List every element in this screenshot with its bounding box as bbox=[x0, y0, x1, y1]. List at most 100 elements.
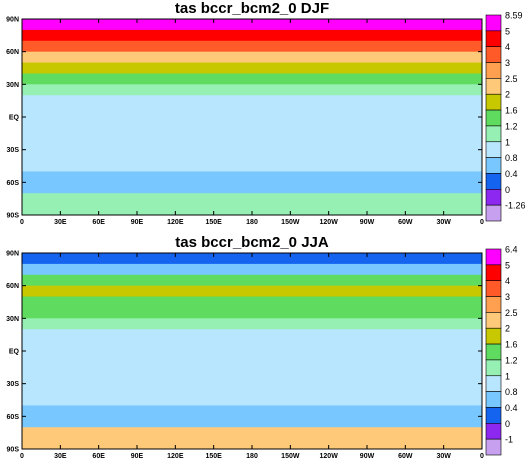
zonal-band bbox=[22, 117, 482, 129]
lon-tick-label: 30E bbox=[54, 219, 67, 226]
colorbar-swatch bbox=[485, 204, 502, 222]
colorbar-swatch bbox=[485, 375, 502, 392]
lon-tick-label: 150W bbox=[281, 219, 300, 226]
lon-tick-label: 60W bbox=[398, 219, 413, 226]
zonal-band bbox=[22, 372, 482, 385]
colorbar-label: 1.2 bbox=[505, 355, 518, 365]
colorbar-label: 6.4 bbox=[505, 245, 518, 255]
lon-tick-label: 0 bbox=[480, 453, 484, 460]
zonal-band bbox=[22, 73, 482, 85]
zonal-band bbox=[22, 127, 482, 140]
zonal-band bbox=[22, 285, 482, 298]
zonal-band bbox=[22, 171, 482, 183]
zonal-band bbox=[22, 296, 482, 308]
zonal-band bbox=[22, 149, 482, 162]
colorbar-swatch bbox=[485, 157, 502, 174]
lon-tick-label: 120W bbox=[320, 453, 339, 460]
colorbar-swatch bbox=[485, 62, 502, 79]
lat-tick-label: 90S bbox=[7, 213, 20, 220]
zonal-band bbox=[22, 84, 482, 96]
zonal-band bbox=[22, 29, 482, 42]
zonal-band bbox=[22, 138, 482, 151]
lon-tick-label: 60E bbox=[92, 219, 105, 226]
colorbar-swatch bbox=[485, 296, 502, 313]
colorbar-label: 0.8 bbox=[505, 387, 518, 397]
colorbar-swatch bbox=[485, 189, 502, 206]
zonal-band bbox=[22, 51, 482, 64]
lon-tick-label: 30W bbox=[436, 219, 451, 226]
colorbar-label: 2.5 bbox=[505, 74, 518, 84]
colorbar-swatch bbox=[485, 173, 502, 190]
colorbar-swatch bbox=[485, 125, 502, 143]
colorbar-label: 0.4 bbox=[505, 403, 518, 413]
colorbar-label: 8.59 bbox=[505, 11, 523, 21]
zonal-band bbox=[22, 263, 482, 276]
lon-tick-label: 180 bbox=[246, 453, 258, 460]
colorbar-swatch bbox=[485, 14, 502, 32]
colorbar-label: 4 bbox=[505, 42, 510, 52]
zonal-band bbox=[22, 307, 482, 319]
zonal-band bbox=[22, 193, 482, 205]
colorbar-label: 1 bbox=[505, 137, 510, 147]
zonal-band bbox=[22, 361, 482, 374]
colorbar-label: 5 bbox=[505, 26, 510, 36]
lon-tick-label: 60E bbox=[92, 453, 105, 460]
lon-tick-label: 30E bbox=[54, 453, 67, 460]
lat-tick-label: EQ bbox=[9, 349, 20, 356]
colorbar-swatch bbox=[485, 109, 502, 127]
colorbar-label: 3 bbox=[505, 292, 510, 302]
lon-tick-label: 90E bbox=[131, 219, 144, 226]
colorbar-swatch bbox=[485, 343, 502, 361]
lon-tick-label: 180 bbox=[246, 219, 258, 226]
colorbar-swatch bbox=[485, 391, 502, 408]
zonal-band bbox=[22, 340, 482, 352]
colorbar-swatch bbox=[485, 248, 502, 266]
panel-djf: tas bccr_bcm2_0 DJF 90N 60N 30N EQ 30S 60S 90S… bbox=[6, 0, 525, 226]
zonal-band bbox=[22, 204, 482, 216]
lat-tick-label: 90S bbox=[7, 447, 20, 454]
lon-tick-label: 120E bbox=[167, 219, 184, 226]
colorbar-label: 0.8 bbox=[505, 153, 518, 163]
colorbar-swatch bbox=[485, 327, 502, 345]
colorbar-swatch bbox=[485, 93, 502, 111]
lon-tick-label: 90W bbox=[360, 453, 375, 460]
zonal-band bbox=[22, 427, 482, 439]
lon-tick-label: 90E bbox=[131, 453, 144, 460]
zonal-band bbox=[22, 438, 482, 450]
lon-tick-label: 120W bbox=[320, 219, 339, 226]
colorbar-swatch bbox=[485, 438, 502, 456]
lon-tick-label: 150E bbox=[205, 453, 222, 460]
zonal-band bbox=[22, 160, 482, 172]
colorbar-swatch bbox=[485, 423, 502, 440]
lon-tick-label: 0 bbox=[20, 453, 24, 460]
lat-tick-label: 30S bbox=[7, 381, 20, 388]
colorbar-label: 1 bbox=[505, 371, 510, 381]
zonal-band bbox=[22, 106, 482, 118]
zonal-band bbox=[22, 19, 482, 31]
colorbar-swatch bbox=[485, 280, 502, 297]
colorbar-swatch bbox=[485, 78, 502, 95]
lat-tick-label: 30N bbox=[6, 82, 19, 89]
colorbar-label: 2 bbox=[505, 324, 510, 334]
colorbar-label: -1 bbox=[505, 435, 513, 445]
lat-tick-label: EQ bbox=[9, 115, 20, 122]
lon-tick-label: 60W bbox=[398, 453, 413, 460]
lon-tick-label: 0 bbox=[20, 219, 24, 226]
zonal-band bbox=[22, 274, 482, 287]
zonal-band bbox=[22, 318, 482, 330]
colorbar-swatch bbox=[485, 359, 502, 377]
zonal-band bbox=[22, 394, 482, 406]
panel-title: tas bccr_bcm2_0 JJA bbox=[175, 234, 329, 251]
colorbar-label: 2 bbox=[505, 90, 510, 100]
zonal-band bbox=[22, 62, 482, 74]
lat-tick-label: 60N bbox=[6, 49, 19, 56]
zonal-band bbox=[22, 329, 482, 341]
zonal-band bbox=[22, 253, 482, 265]
lat-tick-label: 90N bbox=[6, 251, 19, 258]
lon-tick-label: 90W bbox=[360, 219, 375, 226]
zonal-band bbox=[22, 40, 482, 53]
colorbar-label: 5 bbox=[505, 260, 510, 270]
colorbar-swatch bbox=[485, 30, 502, 47]
colorbar-label: 1.6 bbox=[505, 106, 518, 116]
zonal-band bbox=[22, 383, 482, 396]
